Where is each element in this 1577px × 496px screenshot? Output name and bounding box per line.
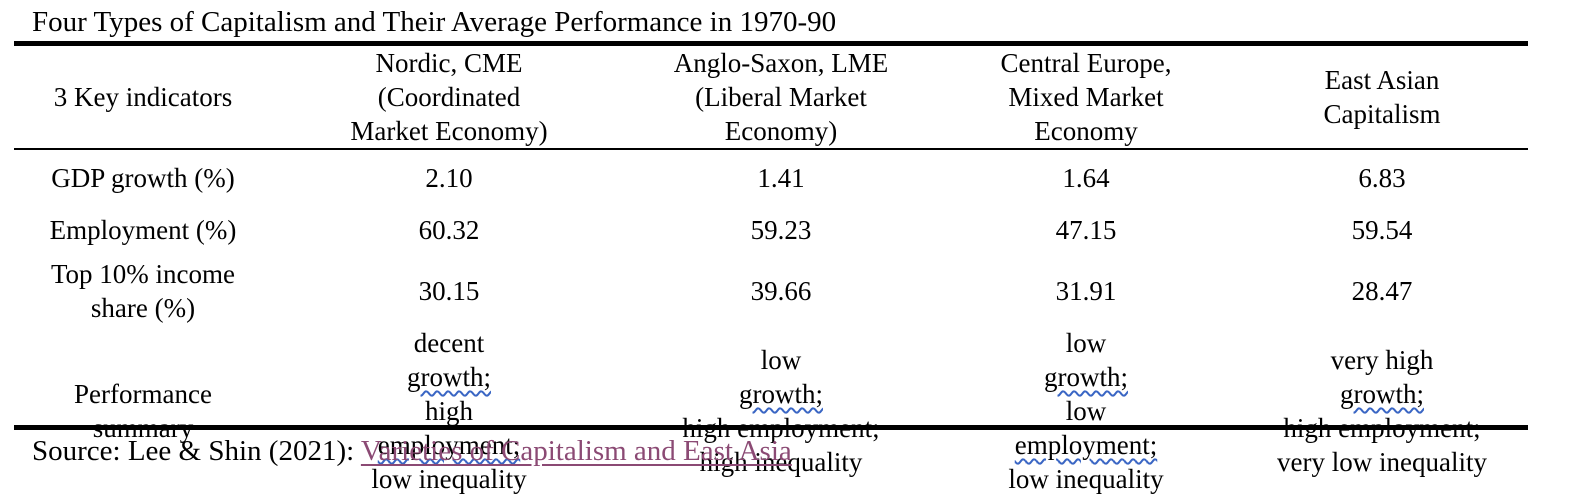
summary-text: very high — [1330, 345, 1434, 375]
bottom-rule — [14, 425, 1528, 430]
table-cell: 47.15 — [1055, 215, 1117, 245]
table-cell: 28.47 — [1351, 276, 1413, 306]
summary-text: low — [760, 345, 802, 375]
table-cell: 2.10 — [425, 163, 473, 193]
top-rule — [14, 41, 1528, 46]
header-nordic: Nordic, CME (Coordinated Market Economy) — [272, 46, 626, 148]
header-line: Anglo-Saxon, LME — [673, 48, 889, 78]
summary-line: high employment; — [371, 394, 526, 462]
row-label: Top 10% income share (%) — [14, 256, 272, 326]
row-label: Employment (%) — [49, 215, 237, 245]
header-line: Economy — [1034, 116, 1138, 146]
row-label-line: share (%) — [90, 293, 196, 323]
row-label-line: Performance — [74, 379, 212, 409]
header-rule — [14, 148, 1528, 150]
header-line: Nordic, CME — [375, 48, 523, 78]
table-cell: 30.15 — [418, 276, 480, 306]
table-cell: 1.64 — [1062, 163, 1110, 193]
header-line: Economy) — [724, 116, 838, 146]
summary-cell-anglo-saxon: low growth; high employment; high inequa… — [626, 326, 936, 496]
summary-cell-nordic: decent growth; high employment; low ineq… — [272, 326, 626, 496]
spellcheck-word: growth; — [738, 379, 823, 409]
table-row-employment: Employment (%) 60.32 59.23 47.15 59.54 — [14, 204, 1528, 256]
header-anglo-saxon: Anglo-Saxon, LME (Liberal Market Economy… — [626, 46, 936, 148]
summary-line: low inequality — [1008, 464, 1164, 494]
table-cell: 1.41 — [757, 163, 805, 193]
header-line: Mixed Market — [1008, 82, 1164, 112]
summary-text: decent — [413, 328, 485, 358]
header-indicators: 3 Key indicators — [14, 46, 272, 148]
summary-line: low inequality — [371, 464, 527, 494]
header-line: Capitalism — [1323, 99, 1441, 129]
table-row-summary: Performance summary decent growth; high … — [14, 326, 1528, 494]
row-label: GDP growth (%) — [51, 163, 235, 193]
summary-line: high inequality — [699, 447, 863, 477]
header-east-asian: East Asian Capitalism — [1236, 46, 1528, 148]
summary-cell-east-asian: very high growth; high employment; very … — [1236, 326, 1528, 496]
table-row-top-income: Top 10% income share (%) 30.15 39.66 31.… — [14, 256, 1528, 326]
header-line: Market Economy) — [350, 116, 548, 146]
header-line: (Coordinated — [377, 82, 521, 112]
summary-line: very high growth; — [1277, 343, 1487, 411]
header-line: 3 Key indicators — [53, 82, 233, 112]
header-line: (Liberal Market — [695, 82, 867, 112]
table-caption: Four Types of Capitalism and Their Avera… — [32, 6, 837, 38]
summary-cell-central-europe: low growth; low employment; low inequali… — [936, 326, 1236, 496]
table-header-row: 3 Key indicators Nordic, CME (Coordinate… — [14, 46, 1528, 148]
table-row-gdp: GDP growth (%) 2.10 1.41 1.64 6.83 — [14, 152, 1528, 204]
table-cell: 59.54 — [1351, 215, 1413, 245]
header-line: East Asian — [1324, 65, 1440, 95]
table-cell: 60.32 — [418, 215, 480, 245]
summary-line: very low inequality — [1277, 447, 1487, 477]
summary-line: low employment; — [1008, 394, 1163, 462]
row-label-line: Top 10% income — [50, 259, 236, 289]
spellcheck-word: growth; — [406, 362, 491, 392]
table-cell: 6.83 — [1358, 163, 1406, 193]
spellcheck-word: growth; — [1043, 362, 1128, 392]
source-link[interactable]: Varieties of Capitalism and East Asia — [360, 435, 792, 467]
table-cell: 59.23 — [750, 215, 812, 245]
header-central-europe: Central Europe, Mixed Market Economy — [936, 46, 1236, 148]
source-prefix: Source: Lee & Shin (2021): — [32, 435, 361, 467]
summary-line: low growth; — [1008, 326, 1163, 394]
row-label: Performance summary — [14, 326, 272, 496]
summary-text: low — [1065, 396, 1107, 426]
table-cell: 39.66 — [750, 276, 812, 306]
header-line: Central Europe, — [1000, 48, 1172, 78]
spellcheck-word: growth; — [1339, 379, 1424, 409]
summary-text: high — [424, 396, 473, 426]
source-note: Source: Lee & Shin (2021): Varieties of … — [32, 433, 792, 469]
table-cell: 31.91 — [1055, 276, 1117, 306]
summary-line: low growth; — [682, 343, 879, 411]
summary-line: decent growth; — [371, 326, 526, 394]
spellcheck-word: employment; — [1014, 430, 1158, 460]
spellcheck-word: employment; — [377, 430, 521, 460]
summary-text: low — [1065, 328, 1107, 358]
